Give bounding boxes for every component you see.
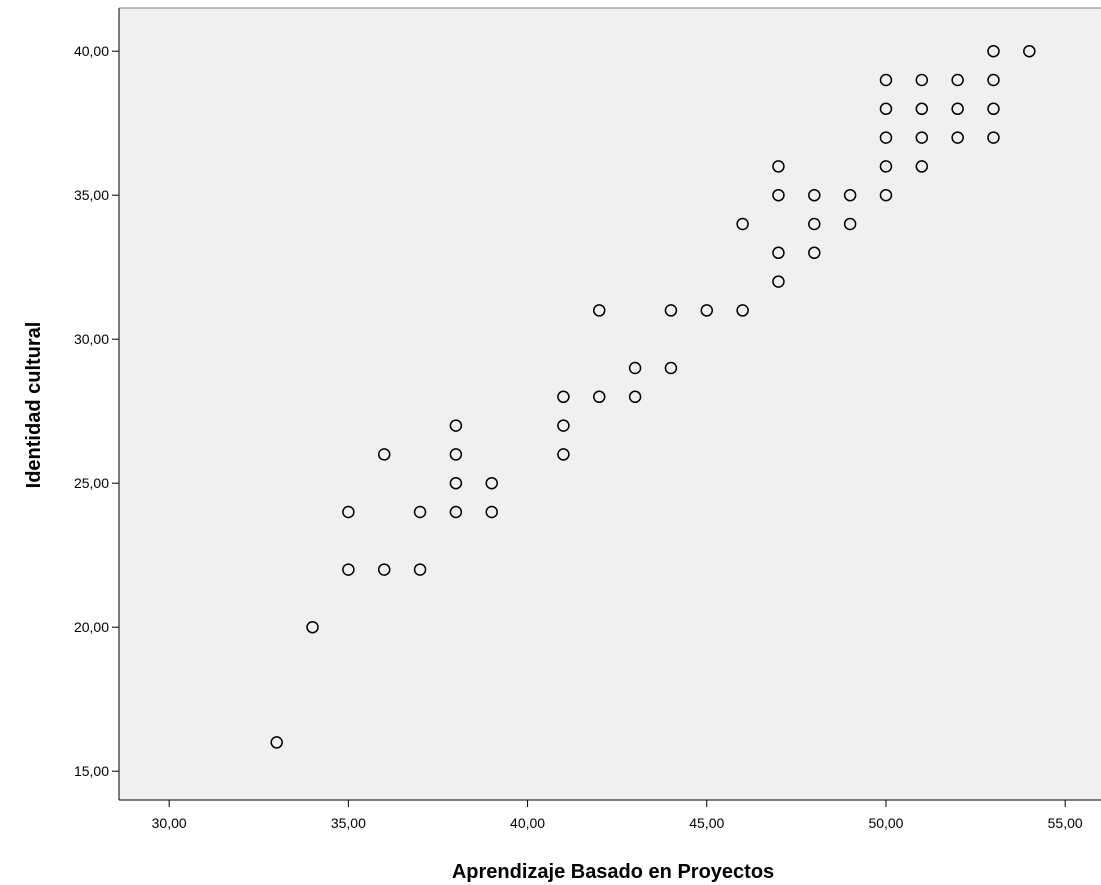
data-point [449, 505, 463, 519]
data-point [270, 736, 283, 749]
y-tick-label: 30,00 [74, 331, 109, 347]
data-point [628, 361, 642, 375]
data-point [879, 131, 893, 144]
data-point [485, 505, 498, 519]
data-point [772, 188, 785, 202]
data-point [951, 73, 964, 87]
data-point [413, 563, 427, 576]
data-point [772, 275, 785, 288]
data-point [700, 304, 714, 317]
data-point [987, 73, 1000, 87]
x-tick-label: 40,00 [510, 815, 545, 831]
data-point [664, 304, 678, 317]
y-tick-label: 35,00 [74, 187, 109, 203]
data-point [342, 563, 355, 576]
x-axis-title: Aprendizaje Basado en Proyectos [452, 861, 774, 883]
data-point [915, 160, 929, 173]
y-axis-title: Identidad cultural [23, 322, 45, 489]
data-point [987, 102, 1000, 116]
data-point [557, 419, 570, 432]
data-point [879, 102, 893, 116]
data-point [557, 448, 570, 461]
data-point [736, 304, 749, 317]
data-point [736, 217, 749, 231]
data-point [628, 390, 642, 404]
x-tick-label: 30,00 [152, 815, 187, 831]
data-point [987, 131, 1000, 144]
data-point [342, 505, 355, 519]
x-tick-label: 45,00 [689, 815, 724, 831]
y-tick-label: 20,00 [74, 619, 109, 635]
data-point [377, 563, 391, 576]
plot-area [119, 8, 1101, 800]
data-point [843, 188, 857, 202]
data-point [449, 476, 463, 490]
data-point [449, 448, 463, 461]
data-point [808, 188, 821, 202]
data-point [449, 419, 463, 432]
data-point [915, 102, 929, 116]
x-tick-label: 55,00 [1048, 815, 1083, 831]
data-point [915, 131, 929, 144]
data-point [843, 217, 857, 231]
data-point [592, 304, 606, 317]
data-point [413, 505, 427, 519]
y-tick-label: 15,00 [74, 763, 109, 779]
data-point [557, 390, 570, 404]
data-point [915, 73, 929, 87]
data-point [951, 131, 964, 144]
y-axis-ticks: 15,00 20,00 25,00 30,00 35,00 40,00 [74, 43, 119, 779]
data-point [879, 73, 893, 87]
data-point [1023, 44, 1036, 58]
data-point [377, 448, 391, 461]
data-point [772, 160, 785, 173]
data-point [772, 246, 785, 260]
data-point [879, 188, 893, 202]
data-point [879, 160, 893, 173]
y-tick-label: 40,00 [74, 43, 109, 59]
data-points [270, 44, 1036, 749]
x-tick-label: 35,00 [331, 815, 366, 831]
data-point [306, 620, 319, 634]
data-point [592, 390, 606, 404]
data-point [664, 361, 678, 375]
y-tick-label: 25,00 [74, 475, 109, 491]
x-axis-ticks: 30,00 35,00 40,00 45,00 50,00 55,00 [152, 800, 1083, 831]
data-point [808, 217, 821, 231]
data-point [951, 102, 964, 116]
data-point [808, 246, 821, 260]
data-point [485, 476, 498, 490]
data-point [987, 44, 1000, 58]
x-tick-label: 50,00 [868, 815, 903, 831]
